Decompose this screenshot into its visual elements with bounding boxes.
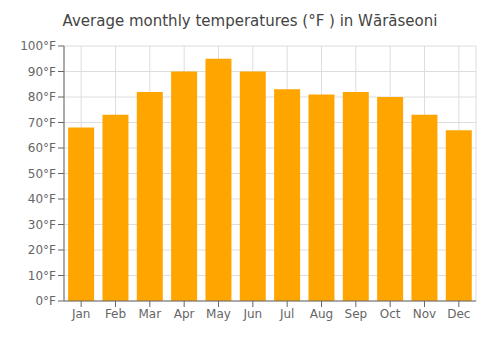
svg-text:20°F: 20°F bbox=[28, 243, 56, 257]
svg-text:90°F: 90°F bbox=[28, 65, 56, 79]
svg-text:Sep: Sep bbox=[345, 307, 368, 321]
svg-text:100°F: 100°F bbox=[20, 39, 56, 53]
svg-text:0°F: 0°F bbox=[35, 294, 56, 308]
svg-text:Oct: Oct bbox=[380, 307, 401, 321]
svg-text:10°F: 10°F bbox=[28, 269, 56, 283]
svg-text:May: May bbox=[206, 307, 231, 321]
svg-text:30°F: 30°F bbox=[28, 218, 56, 232]
svg-text:Nov: Nov bbox=[413, 307, 436, 321]
svg-text:Dec: Dec bbox=[447, 307, 470, 321]
svg-text:Aug: Aug bbox=[310, 307, 333, 321]
svg-text:60°F: 60°F bbox=[28, 141, 56, 155]
svg-text:70°F: 70°F bbox=[28, 116, 56, 130]
svg-text:50°F: 50°F bbox=[28, 167, 56, 181]
svg-text:Jul: Jul bbox=[279, 307, 294, 321]
svg-text:Apr: Apr bbox=[174, 307, 195, 321]
svg-text:Feb: Feb bbox=[105, 307, 126, 321]
svg-text:40°F: 40°F bbox=[28, 192, 56, 206]
svg-text:Jun: Jun bbox=[242, 307, 262, 321]
svg-text:Mar: Mar bbox=[139, 307, 162, 321]
svg-text:80°F: 80°F bbox=[28, 90, 56, 104]
html-text:Average monthly temperatures (: Average monthly temperatures (°F ) in Wā… bbox=[62, 12, 438, 30]
svg-text:Jan: Jan bbox=[71, 307, 91, 321]
